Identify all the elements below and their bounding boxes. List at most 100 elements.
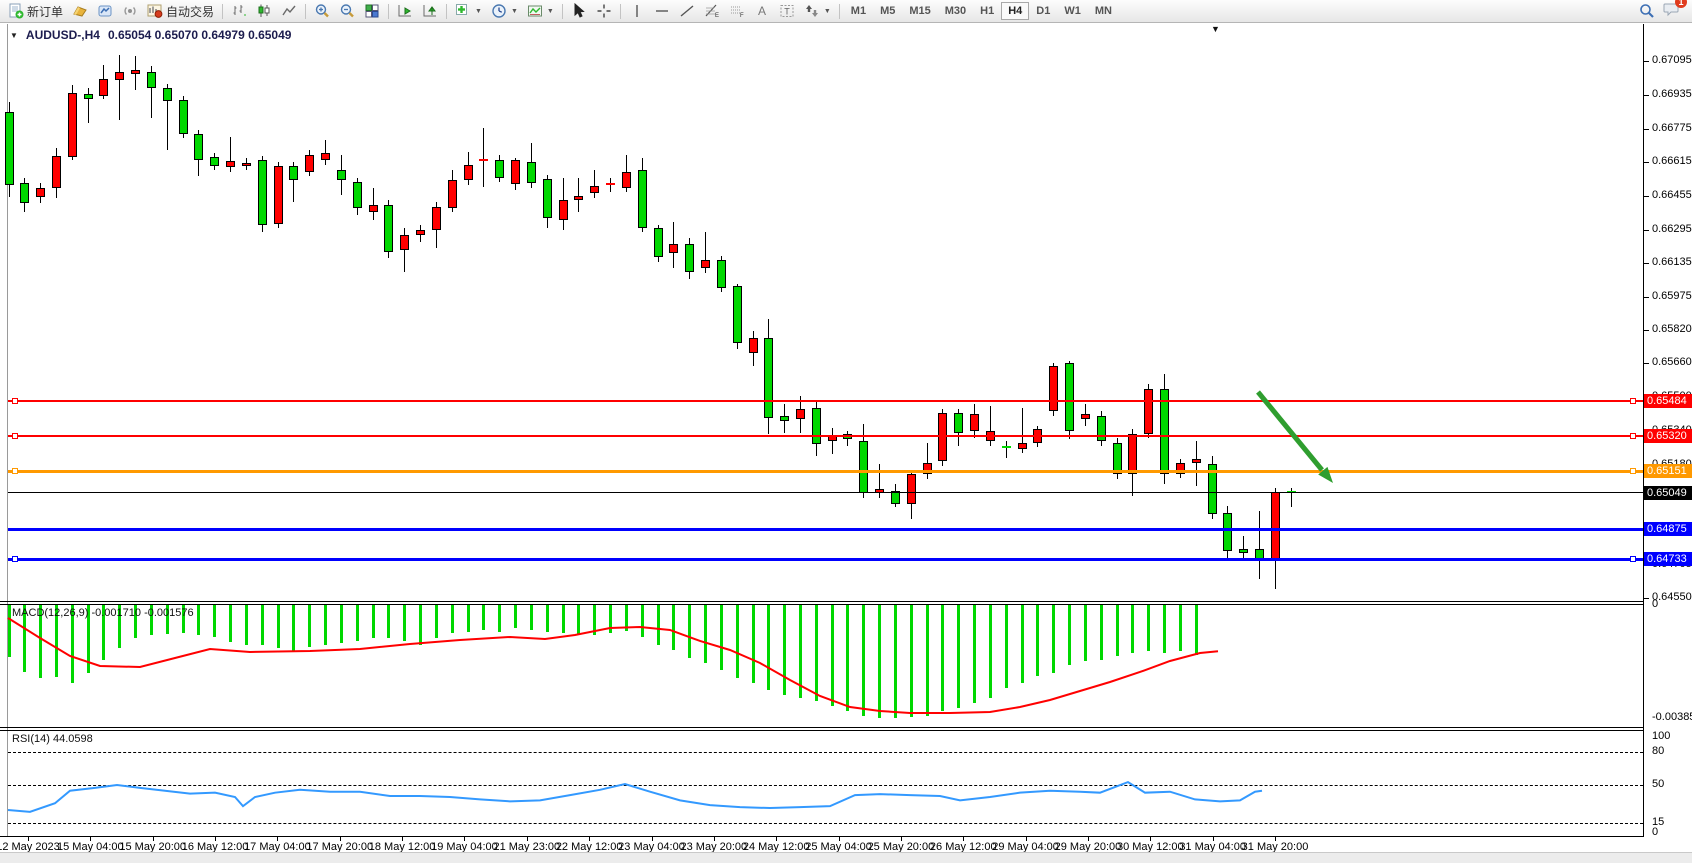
candle <box>384 205 394 253</box>
time-tick <box>900 837 902 841</box>
pane-separator[interactable] <box>0 601 1643 602</box>
text-button[interactable]: A <box>750 0 774 22</box>
macd-histogram-bar <box>1099 605 1103 660</box>
time-label: 16 May 12:00 <box>181 841 249 853</box>
rsi-line <box>7 781 1263 813</box>
price-line-0.65484[interactable] <box>8 399 1643 402</box>
zoom-out-button[interactable] <box>335 0 359 22</box>
svg-text:F: F <box>740 13 744 19</box>
time-tick <box>339 837 341 841</box>
candle <box>1001 445 1011 448</box>
candle <box>716 260 726 288</box>
price-line-0.65049[interactable] <box>8 492 1643 494</box>
candle <box>1112 442 1122 474</box>
candle <box>606 183 616 186</box>
price-line-0.64733[interactable] <box>8 557 1643 561</box>
candle <box>701 260 711 269</box>
fibonacci-button[interactable]: E <box>700 0 724 22</box>
macd-histogram-bar <box>308 605 312 647</box>
macd-histogram-bar <box>799 605 802 698</box>
timeframe-w1[interactable]: W1 <box>1064 5 1081 17</box>
timeframe-m1[interactable]: M1 <box>850 5 867 17</box>
indicators-button[interactable]: ▼ <box>451 0 486 22</box>
tile-windows-button[interactable] <box>360 0 384 22</box>
line-handle[interactable] <box>12 397 18 404</box>
price-line-0.65151[interactable] <box>8 469 1643 473</box>
macd-histogram-bar <box>624 605 628 632</box>
line-handle[interactable] <box>12 468 18 475</box>
market-watch-button[interactable] <box>68 0 92 22</box>
candle <box>146 71 156 88</box>
trendline-button[interactable] <box>675 0 699 22</box>
time-tick <box>402 837 404 841</box>
pane-separator[interactable] <box>0 727 1643 728</box>
line-handle[interactable] <box>12 432 18 439</box>
macd-histogram-bar <box>846 605 850 711</box>
candle-wick <box>989 405 991 446</box>
templates-button[interactable]: ▼ <box>523 0 558 22</box>
autotrade-button[interactable]: 自动交易 <box>143 0 218 22</box>
macd-axis-label: -0.003853 <box>1652 711 1692 723</box>
new-order-button[interactable]: 新订单 <box>4 0 67 22</box>
collapse-icon[interactable]: ▼ <box>10 30 18 40</box>
timeframe-m5[interactable]: M5 <box>880 5 896 17</box>
notifications-button[interactable]: 1 <box>1663 0 1687 22</box>
line-handle[interactable] <box>1630 556 1636 563</box>
time-tick <box>1025 837 1027 841</box>
text-label-button[interactable]: T <box>775 0 799 22</box>
timeframe-m15[interactable]: M15 <box>909 5 931 17</box>
macd-histogram-bar <box>1178 605 1182 651</box>
crosshair-button[interactable] <box>592 0 616 22</box>
price-line-0.64875[interactable] <box>8 527 1643 531</box>
channel-button[interactable]: F <box>725 0 749 22</box>
candlestick-chart-button[interactable] <box>252 0 276 22</box>
autotrade-icon <box>147 4 163 18</box>
chart-shift-button[interactable] <box>418 0 442 22</box>
line-chart-button[interactable] <box>277 0 301 22</box>
candle <box>1144 388 1154 434</box>
timeframe-h4[interactable]: H4 <box>1001 2 1030 20</box>
rsi-level-line <box>8 752 1643 753</box>
macd-histogram-bar <box>1052 605 1056 673</box>
candle <box>336 170 346 181</box>
chart-window[interactable]: ▼ AUDUSD-,H4 0.65054 0.65070 0.64979 0.6… <box>0 24 1692 853</box>
candle-wick <box>150 66 152 119</box>
candle-wick <box>483 128 485 188</box>
candle <box>162 88 172 102</box>
candle <box>954 412 964 433</box>
price-tick-label: 0.66455 <box>1652 189 1692 201</box>
candle-wick <box>1021 407 1023 453</box>
line-handle[interactable] <box>1630 397 1636 404</box>
timeframe-mn[interactable]: MN <box>1094 5 1112 17</box>
search-icon[interactable] <box>1639 3 1655 19</box>
periods-button[interactable]: ▼ <box>487 0 522 22</box>
auto-scroll-button[interactable] <box>393 0 417 22</box>
vertical-line-button[interactable] <box>625 0 649 22</box>
line-handle[interactable] <box>1630 432 1636 439</box>
price-line-0.65320[interactable] <box>8 434 1643 437</box>
cursor-button[interactable] <box>567 0 591 22</box>
candle <box>653 228 663 258</box>
horizontal-line-button[interactable] <box>650 0 674 22</box>
zoom-in-button[interactable] <box>310 0 334 22</box>
candle-wick <box>926 442 928 479</box>
time-tick <box>1150 837 1152 841</box>
candle <box>558 200 568 221</box>
time-label: 31 May 20:00 <box>1241 841 1309 853</box>
trend-arrow[interactable] <box>1256 390 1324 472</box>
bar-chart-button[interactable] <box>227 0 251 22</box>
rsi-axis-label: 80 <box>1652 745 1665 757</box>
signals-button[interactable] <box>118 0 142 22</box>
timeframe-h1[interactable]: H1 <box>980 5 995 17</box>
data-window-button[interactable] <box>93 0 117 22</box>
timeframe-m30[interactable]: M30 <box>944 5 967 17</box>
arrow-shapes-button[interactable]: ▼ <box>800 0 835 22</box>
price-tick-label: 0.66935 <box>1652 88 1692 100</box>
macd-histogram-bar <box>988 605 992 698</box>
line-handle[interactable] <box>1630 468 1636 475</box>
timeframe-d1[interactable]: D1 <box>1036 5 1051 17</box>
time-tick <box>1212 837 1214 841</box>
candle <box>732 285 742 343</box>
candle <box>241 163 251 167</box>
line-handle[interactable] <box>12 556 18 563</box>
